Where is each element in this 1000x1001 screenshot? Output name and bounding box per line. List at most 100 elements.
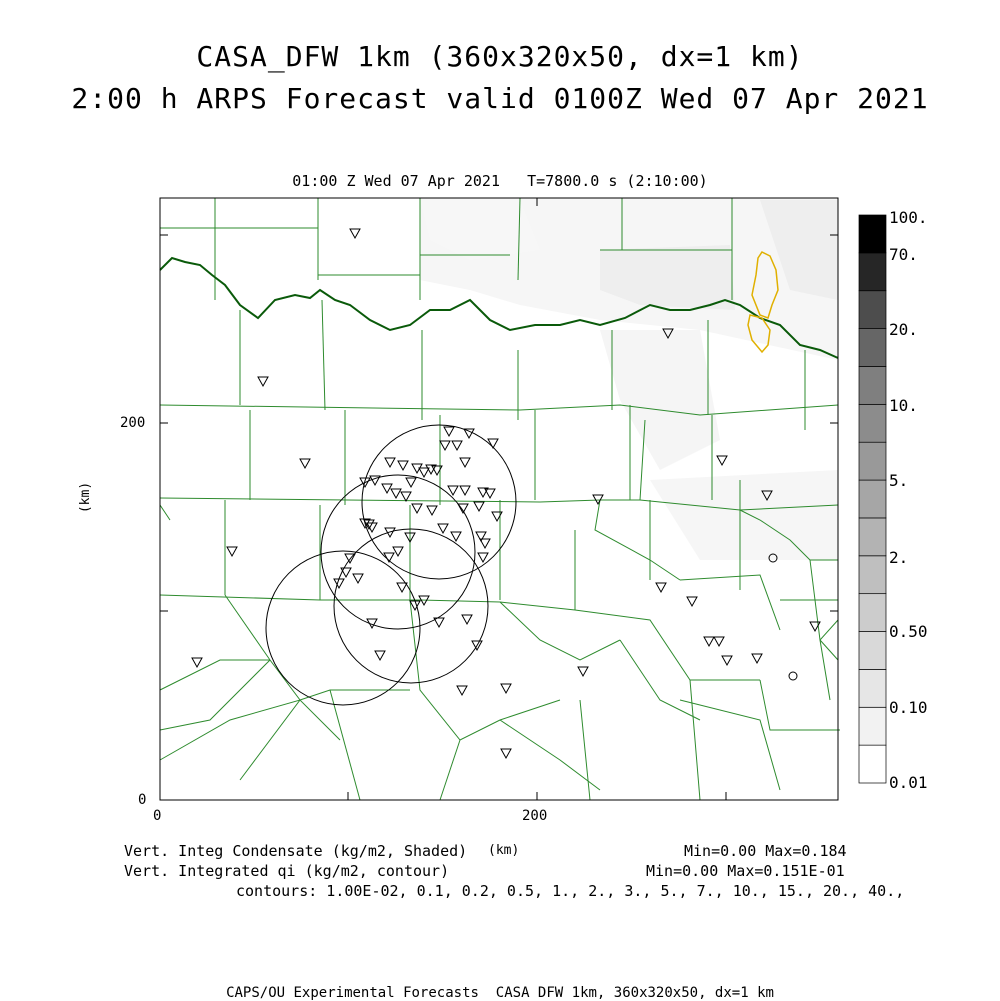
station-triangle-marker (456, 685, 468, 697)
colorbar-swatch (858, 744, 887, 784)
station-triangle-marker (409, 600, 421, 612)
colorbar-swatch (858, 441, 887, 481)
station-triangle-marker (655, 582, 667, 594)
station-triangle-marker (352, 573, 364, 585)
station-triangle-marker (484, 488, 496, 500)
station-triangle-marker (463, 428, 475, 440)
station-triangle-marker (344, 553, 356, 565)
station-triangle-marker (381, 483, 393, 495)
station-triangle-marker (662, 328, 674, 340)
station-triangle-marker (392, 546, 404, 558)
colorbar-label: 10. (889, 396, 918, 415)
station-triangle-marker (418, 595, 430, 607)
station-triangle-marker (411, 503, 423, 515)
colorbar-swatch (858, 706, 887, 746)
station-triangle-marker (257, 376, 269, 388)
valid-time-subtitle: 01:00 Z Wed 07 Apr 2021 T=7800.0 s (2:10… (292, 172, 708, 190)
station-triangle-marker (369, 475, 381, 487)
colorbar-swatch (858, 517, 887, 557)
colorbar-swatch (858, 555, 887, 595)
station-triangle-marker (191, 657, 203, 669)
station-triangle-marker (366, 618, 378, 630)
station-triangle-marker (473, 501, 485, 513)
station-triangle-marker (383, 552, 395, 564)
station-triangle-marker (359, 477, 371, 489)
station-triangle-marker (390, 488, 402, 500)
station-triangle-marker (491, 511, 503, 523)
station-triangle-marker (751, 653, 763, 665)
station-triangle-marker (366, 522, 378, 534)
station-triangle-marker (703, 636, 715, 648)
station-triangle-marker (333, 578, 345, 590)
station-triangle-marker (447, 485, 459, 497)
station-triangle-marker (439, 440, 451, 452)
title-line-2: 2:00 h ARPS Forecast valid 0100Z Wed 07 … (71, 82, 929, 115)
station-triangle-marker (459, 485, 471, 497)
station-triangle-marker (433, 617, 445, 629)
state-border (159, 256, 839, 359)
footer-credit: CAPS/OU Experimental Forecasts CASA DFW … (226, 985, 774, 1001)
station-triangle-marker (397, 460, 409, 472)
colorbar-label: 5. (889, 471, 909, 490)
colorbar-label: 70. (889, 245, 918, 264)
colorbar-label: 100. (889, 208, 928, 227)
colorbar-swatch (858, 252, 887, 292)
station-triangle-marker (713, 636, 725, 648)
station-triangle-marker (721, 655, 733, 667)
footer-qi-label: Vert. Integrated qi (kg/m2, contour) (124, 862, 450, 880)
colorbar-label: 0.50 (889, 622, 928, 641)
colorbar-label: 20. (889, 320, 918, 339)
station-triangle-marker (477, 487, 489, 499)
station-triangle-marker (500, 748, 512, 760)
station-circle-marker (768, 553, 778, 563)
station-triangle-marker (384, 457, 396, 469)
condensate-shading (420, 198, 838, 560)
colorbar-swatch (858, 669, 887, 708)
station-triangle-marker (459, 457, 471, 469)
station-triangle-marker (592, 494, 604, 506)
colorbar (858, 214, 887, 784)
station-triangle-marker (374, 650, 386, 662)
colorbar-swatch (858, 366, 887, 405)
station-triangle-marker (487, 438, 499, 450)
station-triangle-marker (384, 527, 396, 539)
colorbar-label: 2. (889, 548, 909, 567)
x-tick-0: 0 (153, 808, 162, 824)
station-triangle-marker (457, 503, 469, 515)
station-triangle-marker (426, 505, 438, 517)
station-triangle-marker (405, 477, 417, 489)
station-triangle-marker (809, 621, 821, 633)
station-triangle-marker (226, 546, 238, 558)
y-tick-0: 0 (138, 792, 147, 808)
station-triangle-marker (437, 523, 449, 535)
station-triangle-marker (418, 467, 430, 479)
radar-range-rings (265, 424, 517, 706)
colorbar-swatch (858, 593, 887, 632)
colorbar-label: 0.10 (889, 698, 928, 717)
footer-condensate-label: Vert. Integ Condensate (kg/m2, Shaded) (124, 842, 468, 860)
station-triangle-marker (461, 614, 473, 626)
station-triangle-marker (450, 531, 462, 543)
x-axis-unit: (km) (488, 843, 520, 858)
station-triangle-marker (451, 440, 463, 452)
colorbar-swatch (858, 631, 887, 670)
y-axis-label: (km) (78, 481, 94, 514)
station-triangle-marker (577, 666, 589, 678)
plot-frame (159, 197, 839, 801)
station-triangle-marker (400, 491, 412, 503)
station-triangle-marker (431, 465, 443, 477)
county-boundaries (159, 197, 840, 801)
station-triangle-marker (761, 490, 773, 502)
footer-condensate-minmax: Min=0.00 Max=0.184 (684, 842, 847, 860)
station-triangle-marker (425, 464, 437, 476)
footer-contour-levels: contours: 1.00E-02, 0.1, 0.2, 0.5, 1., 2… (236, 882, 905, 900)
station-triangle-marker (477, 552, 489, 564)
footer-qi-minmax: Min=0.00 Max=0.151E-01 (646, 862, 845, 880)
station-circle-marker (788, 671, 798, 681)
colorbar-swatch (858, 214, 887, 254)
station-triangle-marker (396, 582, 408, 594)
colorbar-swatch (858, 403, 887, 443)
colorbar-label: 0.01 (889, 773, 928, 792)
station-triangle-marker (479, 538, 491, 550)
